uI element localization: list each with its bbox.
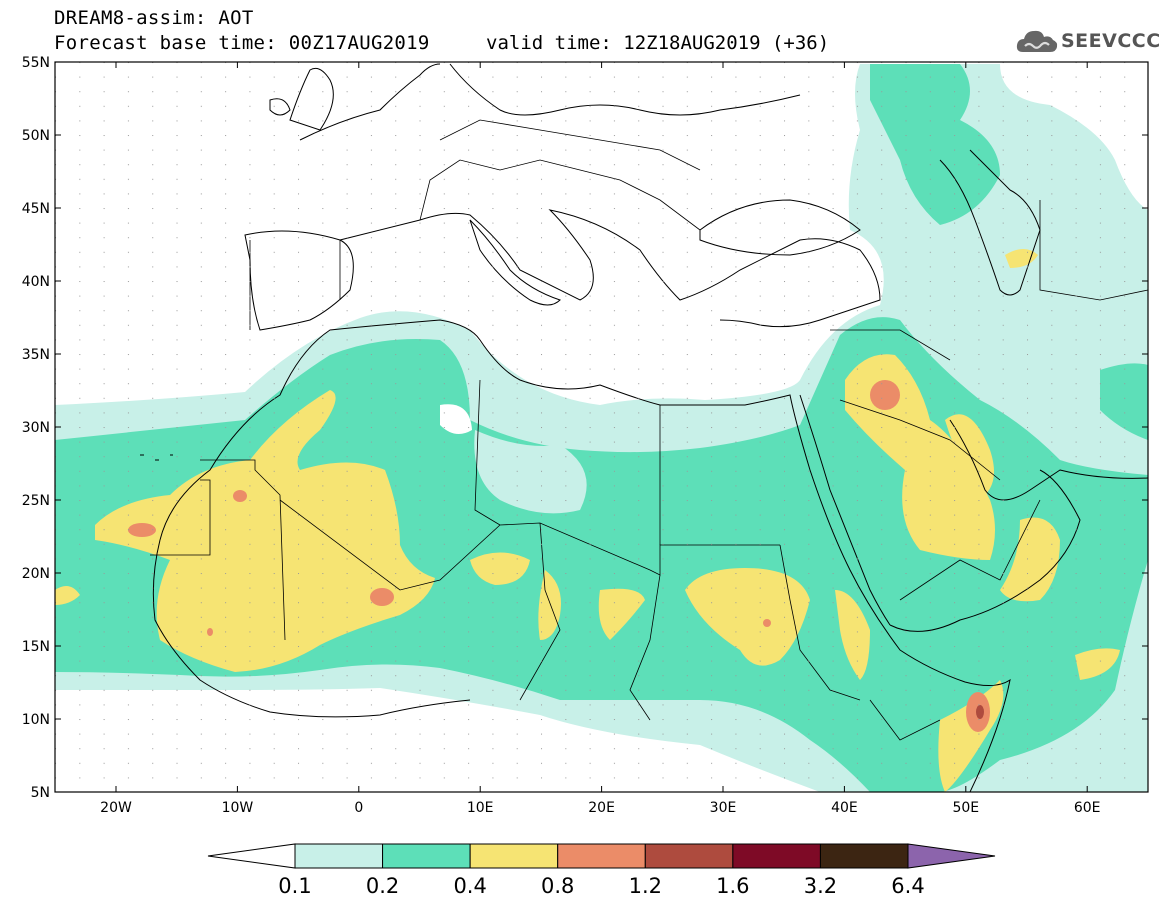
- forecast-base-time: Forecast base time: 00Z17AUG2019: [54, 32, 430, 54]
- colorbar-labels: 0.1 0.2 0.4 0.8 1.2 1.6 3.2 6.4: [278, 874, 924, 898]
- lon-label: 10E: [467, 800, 494, 816]
- lon-label: 10W: [222, 800, 254, 816]
- grid-dots: [55, 62, 1148, 792]
- seevccc-logo: SEEVCCC: [1015, 26, 1160, 58]
- latitude-axis: 55N 50N 45N 40N 35N 30N 25N 20N 15N 10N 5N: [22, 55, 1148, 801]
- colorbar-label: 1.2: [629, 874, 662, 898]
- map-title: DREAM8-assim: AOT: [54, 7, 254, 29]
- colorbar-label: 1.6: [716, 874, 749, 898]
- lat-label: 5N: [31, 785, 50, 801]
- lat-label: 50N: [22, 128, 50, 144]
- colorbar-label: 3.2: [804, 874, 837, 898]
- colorbar-swatch: [469, 843, 559, 869]
- lat-label: 35N: [22, 347, 50, 363]
- colorbar-over-arrow: [907, 843, 996, 869]
- colorbar-swatch: [644, 843, 734, 869]
- colorbar-label: 0.8: [541, 874, 574, 898]
- logo-text: SEEVCCC: [1061, 30, 1161, 52]
- colorbar-label: 0.4: [453, 874, 486, 898]
- colorbar-label: 6.4: [891, 874, 924, 898]
- colorbar-under-arrow: [207, 843, 296, 869]
- lon-label: 50E: [952, 800, 979, 816]
- lon-label: 40E: [831, 800, 858, 816]
- colorbar-label: 0.2: [366, 874, 399, 898]
- lat-label: 10N: [22, 712, 50, 728]
- colorbar-swatch: [382, 843, 471, 869]
- lat-label: 45N: [22, 201, 50, 217]
- lon-label: 20E: [588, 800, 615, 816]
- lon-label: 20W: [100, 800, 132, 816]
- colorbar-boxes: [294, 843, 909, 869]
- lat-label: 55N: [22, 55, 50, 71]
- colorbar-swatch: [557, 843, 646, 869]
- cloud-icon: [1016, 30, 1058, 52]
- lon-label: 60E: [1074, 800, 1101, 816]
- valid-time: valid time: 12Z18AUG2019 (+36): [486, 32, 830, 54]
- colorbar-label: 0.1: [278, 874, 311, 898]
- lat-label: 30N: [22, 420, 50, 436]
- lon-label: 0: [354, 800, 363, 816]
- colorbar-swatch: [732, 843, 821, 869]
- lat-label: 25N: [22, 493, 50, 509]
- aot-field: [55, 62, 1148, 792]
- colorbar: 0.1 0.2 0.4 0.8 1.2 1.6 3.2 6.4: [207, 843, 996, 898]
- lat-label: 20N: [22, 566, 50, 582]
- colorbar-swatch: [294, 843, 384, 869]
- lat-label: 40N: [22, 274, 50, 290]
- lat-label: 15N: [22, 639, 50, 655]
- longitude-axis: 20W 10W 0 10E 20E 30E 40E 50E 60E: [100, 62, 1101, 816]
- lon-label: 30E: [710, 800, 737, 816]
- colorbar-swatch: [819, 843, 909, 869]
